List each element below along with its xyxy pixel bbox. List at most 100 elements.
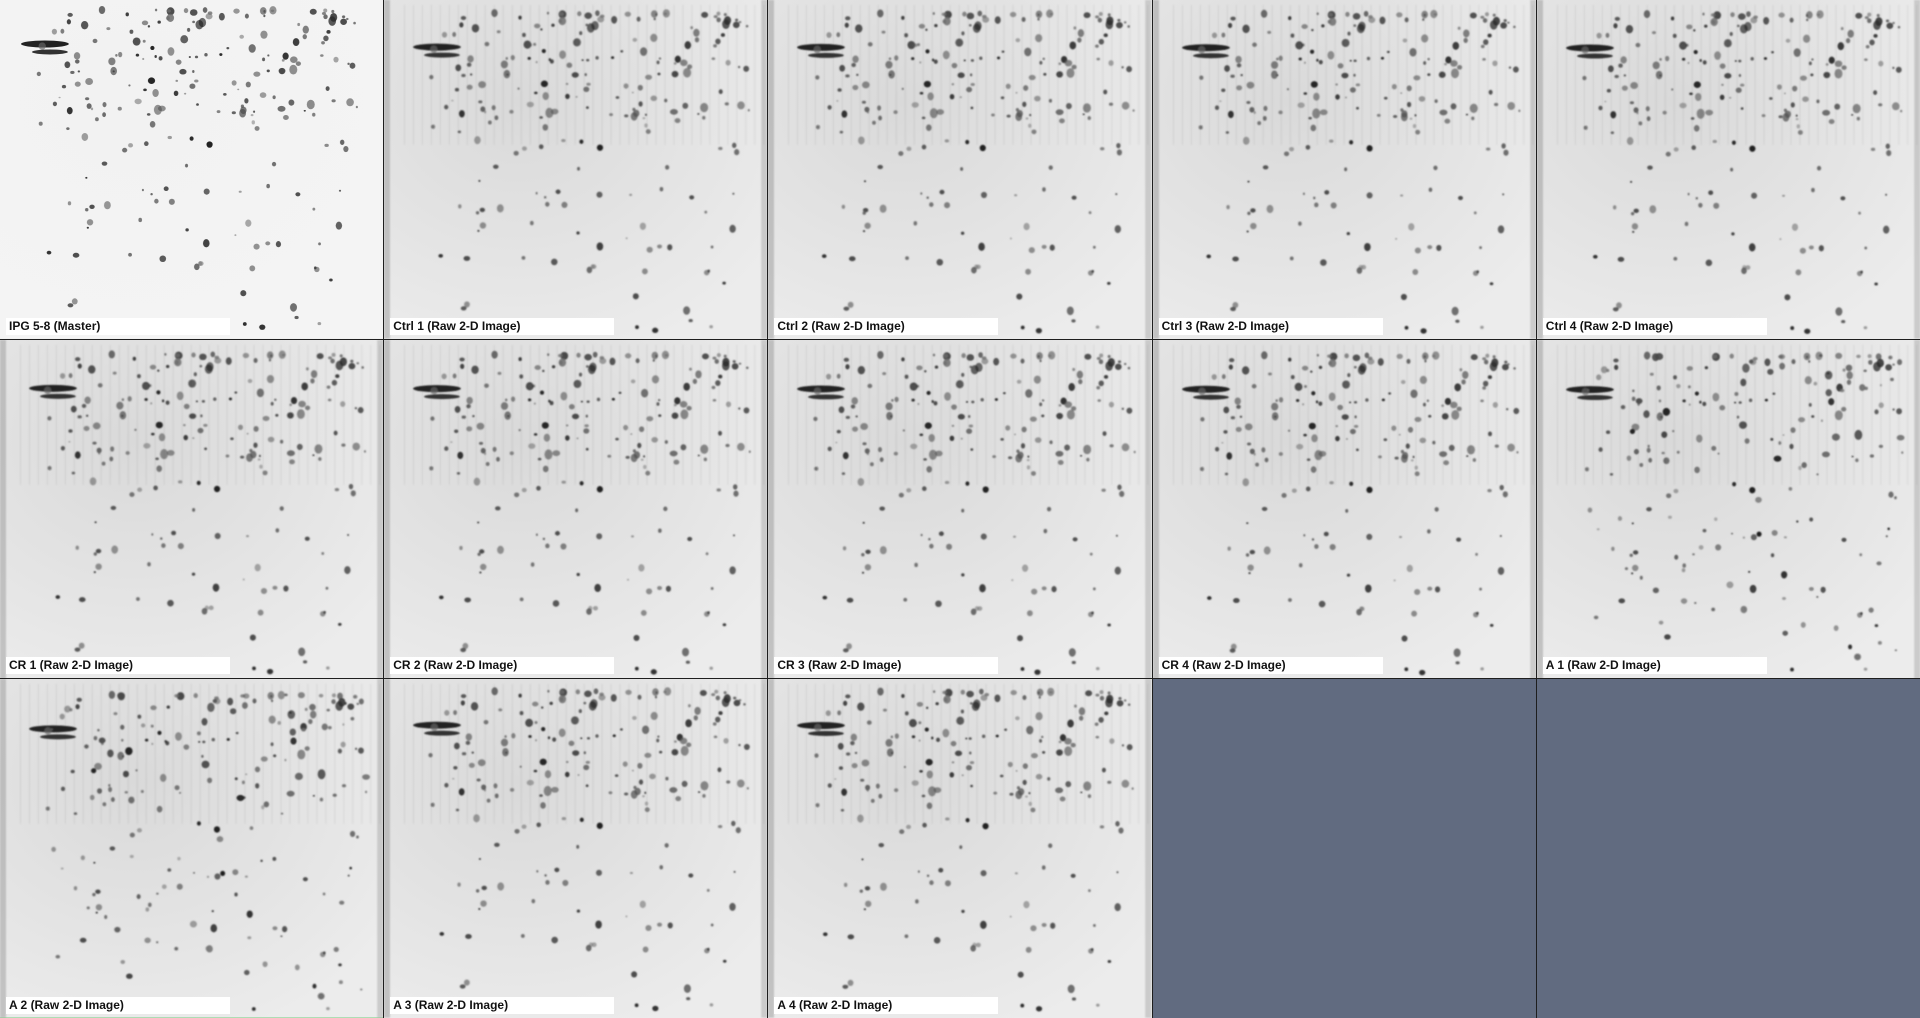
spot [1328, 17, 1336, 26]
gel-panel[interactable]: CR 2 (Raw 2-D Image) [384, 339, 768, 679]
spot [106, 27, 111, 31]
spot [323, 14, 328, 20]
spot [1246, 230, 1249, 233]
spot [1132, 109, 1136, 112]
spot [462, 752, 467, 756]
spot [979, 56, 983, 61]
spot [1505, 407, 1508, 411]
spot [1740, 267, 1747, 275]
spot [1114, 566, 1122, 575]
spot [1465, 454, 1468, 457]
spot [1108, 13, 1112, 17]
spot [1229, 16, 1236, 21]
spot [231, 111, 236, 115]
spot [646, 246, 653, 253]
spot [1863, 326, 1868, 330]
spot [847, 934, 855, 940]
spot [157, 105, 166, 112]
gel-panel[interactable]: Ctrl 2 (Raw 2-D Image) [768, 0, 1152, 339]
gel-panel[interactable]: CR 4 (Raw 2-D Image) [1152, 339, 1536, 679]
spot [1021, 16, 1026, 22]
spot [864, 908, 867, 911]
spot [442, 31, 448, 38]
spot [961, 508, 965, 513]
spot [476, 889, 480, 893]
spot [347, 874, 350, 877]
spot [1633, 208, 1639, 213]
spot [1834, 68, 1843, 79]
spot [292, 38, 300, 47]
gel-panel[interactable]: Ctrl 1 (Raw 2-D Image) [384, 0, 768, 339]
spot [1291, 488, 1297, 493]
spot [202, 239, 210, 248]
gel-panel[interactable]: A 4 (Raw 2-D Image) [768, 679, 1152, 1018]
spot [1407, 223, 1414, 231]
gel-panel[interactable]: A 3 (Raw 2-D Image) [384, 679, 768, 1018]
gel-panel[interactable]: CR 3 (Raw 2-D Image) [768, 339, 1152, 679]
streak [217, 344, 219, 485]
spot [526, 780, 535, 786]
spot [68, 372, 73, 378]
spot [609, 357, 616, 365]
spot [664, 439, 669, 444]
spot [1107, 281, 1111, 285]
streak [1673, 344, 1675, 485]
gel-panel[interactable]: A 1 (Raw 2-D Image) [1536, 339, 1920, 679]
spot [1864, 16, 1869, 20]
spot [1892, 363, 1895, 366]
streak [208, 684, 210, 825]
spot [1115, 193, 1118, 196]
spot [519, 597, 524, 601]
spot [189, 136, 194, 141]
spot [588, 364, 596, 374]
edge-shadow [1914, 339, 1920, 679]
streak [1235, 344, 1237, 485]
spot [1039, 402, 1043, 406]
spot [158, 432, 166, 441]
spot [855, 752, 858, 755]
spot [929, 449, 938, 460]
streak [484, 684, 486, 825]
spot [1783, 92, 1786, 95]
spot [1298, 562, 1303, 568]
streak [440, 4, 442, 145]
spot [933, 353, 936, 357]
spot [724, 102, 730, 106]
spot [451, 99, 454, 102]
spot [143, 88, 147, 92]
spot [945, 139, 950, 143]
spot [822, 595, 828, 600]
spot [527, 721, 532, 726]
spot [1434, 99, 1438, 103]
gel-panel[interactable]: IPG 5-8 (Master) [0, 0, 384, 339]
spot [1646, 447, 1651, 453]
spot [1101, 488, 1107, 492]
spot [973, 23, 982, 33]
streak [806, 4, 808, 145]
spot [273, 754, 277, 758]
spot [697, 454, 701, 456]
spot [89, 204, 95, 209]
spot [262, 57, 266, 62]
gel-panel[interactable]: Ctrl 3 (Raw 2-D Image) [1152, 0, 1536, 339]
spot [1083, 444, 1092, 454]
gel-panel[interactable]: Ctrl 4 (Raw 2-D Image) [1536, 0, 1920, 339]
spot [318, 456, 322, 461]
spot [470, 73, 473, 76]
spot [518, 15, 522, 20]
streak [896, 684, 898, 825]
spot [305, 366, 309, 371]
gel-panel[interactable]: CR 1 (Raw 2-D Image) [0, 339, 384, 679]
spot [646, 588, 653, 595]
spot [95, 563, 102, 570]
spot [894, 55, 899, 61]
spot [1319, 259, 1327, 266]
streak [637, 344, 639, 485]
spot [552, 599, 560, 607]
streak [449, 344, 451, 485]
spot [1453, 648, 1461, 657]
spot [558, 728, 566, 738]
spot [889, 57, 892, 61]
gel-panel[interactable]: A 2 (Raw 2-D Image) [0, 679, 384, 1018]
spot [287, 710, 296, 720]
